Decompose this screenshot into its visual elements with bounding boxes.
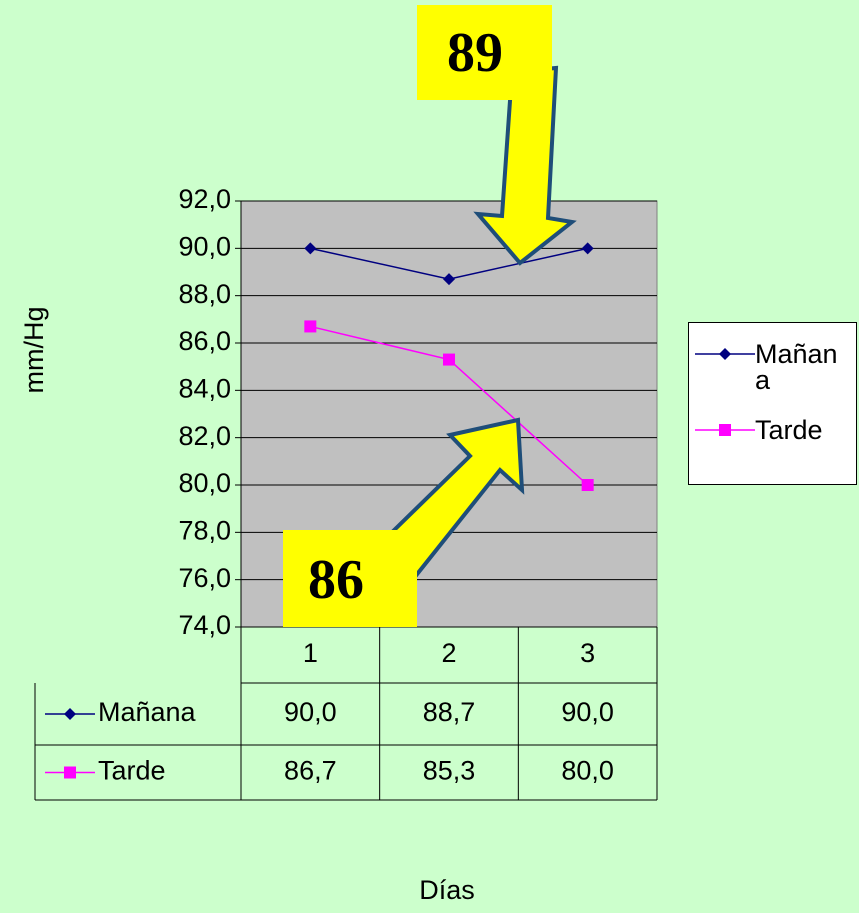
table-value: 88,7 xyxy=(423,697,476,727)
table-value: 85,3 xyxy=(423,756,476,786)
y-tick-label: 74,0 xyxy=(178,610,231,640)
table-series-name: Tarde xyxy=(98,756,166,786)
y-tick-label: 86,0 xyxy=(178,326,231,356)
y-axis-label: mm/Hg xyxy=(19,307,49,394)
legend-item: Tarde xyxy=(689,415,845,445)
marker xyxy=(581,242,594,255)
marker xyxy=(719,424,731,436)
arrow xyxy=(381,417,525,582)
legend-icon xyxy=(695,348,755,360)
y-tick-label: 78,0 xyxy=(178,515,231,545)
marker xyxy=(719,348,731,360)
legend-label: Mañana xyxy=(755,339,838,395)
marker xyxy=(443,353,455,366)
table-value: 80,0 xyxy=(561,756,614,786)
y-tick-label: 80,0 xyxy=(178,468,231,498)
y-tick-label: 88,0 xyxy=(178,279,231,309)
table-value: 86,7 xyxy=(284,756,337,786)
table-value: 90,0 xyxy=(561,697,614,727)
annotation-box xyxy=(417,5,552,100)
y-tick-label: 76,0 xyxy=(178,563,231,593)
marker xyxy=(443,273,455,286)
x-axis-label: Días xyxy=(419,875,475,905)
legend-item: Mañana xyxy=(689,339,845,395)
y-tick-label: 84,0 xyxy=(178,373,231,403)
annotation-box xyxy=(283,530,417,627)
annotation: 86 xyxy=(308,549,364,611)
table-series-name: Mañana xyxy=(98,697,197,727)
legend-label: Tarde xyxy=(755,415,823,445)
marker xyxy=(304,242,317,255)
marker xyxy=(304,320,317,333)
marker xyxy=(64,708,76,720)
x-tick-label: 2 xyxy=(441,638,456,668)
x-tick-label: 3 xyxy=(580,638,595,668)
table-value: 90,0 xyxy=(284,697,337,727)
x-tick-label: 1 xyxy=(303,638,318,668)
y-tick-label: 90,0 xyxy=(178,231,231,261)
annotation: 89 xyxy=(447,22,503,84)
y-tick-label: 92,0 xyxy=(178,184,231,214)
legend-icon xyxy=(695,424,755,436)
y-tick-label: 82,0 xyxy=(178,421,231,451)
legend: Mañana Tarde xyxy=(688,322,857,485)
marker xyxy=(581,479,594,491)
arrow xyxy=(473,65,577,266)
marker xyxy=(64,766,76,779)
